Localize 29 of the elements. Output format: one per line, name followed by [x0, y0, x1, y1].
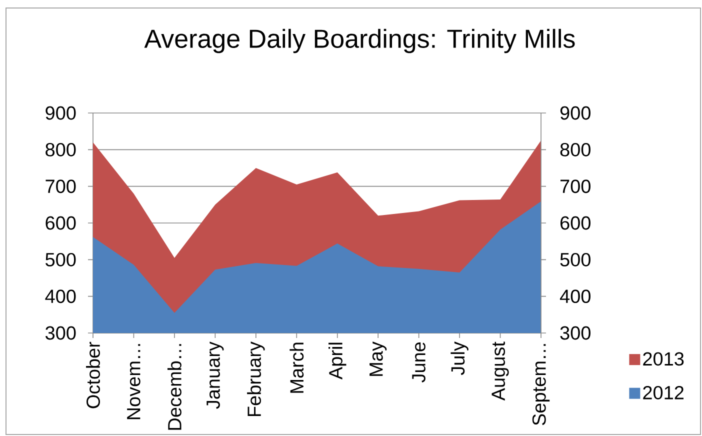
- x-tick-label: February: [247, 342, 265, 416]
- x-tick-label: Novem…: [127, 344, 140, 420]
- x-tick-label: May: [370, 342, 387, 376]
- y2-tick-label: 700: [46, 180, 76, 194]
- y-tick-label: 800: [560, 142, 590, 156]
- x-tick-label: October: [86, 342, 100, 408]
- y-tick-label: 400: [560, 290, 590, 304]
- y2-tick-label: 600: [46, 216, 76, 230]
- x-tick-label: March: [290, 342, 304, 393]
- y-tick-label: 900: [560, 106, 590, 120]
- y2-tick-label: 500: [46, 252, 76, 266]
- y2-tick-label: 900: [46, 106, 76, 120]
- x-tick-label: Decemb…: [167, 344, 182, 430]
- y-tick-label: 300: [560, 326, 590, 340]
- y2-tick-label: 400: [45, 290, 76, 304]
- y-tick-label: 500: [560, 252, 590, 266]
- x-tick-label: July: [450, 342, 468, 376]
- x-tick-label: April: [328, 342, 346, 380]
- x-tick-label: August: [492, 342, 509, 401]
- x-tick-label: June: [412, 342, 426, 382]
- y-tick-label: 700: [560, 180, 590, 194]
- x-tick-label: January: [206, 342, 224, 409]
- legend-label: 2013: [643, 352, 684, 366]
- y-tick-label: 600: [560, 216, 590, 230]
- y2-tick-label: 300: [45, 326, 76, 340]
- y2-tick-label: 800: [46, 142, 76, 156]
- x-tick-label: Septem…: [532, 344, 550, 426]
- legend-label: 2012: [643, 386, 684, 400]
- chart-title: Average Daily Boardings: Trinity Mills: [144, 28, 575, 54]
